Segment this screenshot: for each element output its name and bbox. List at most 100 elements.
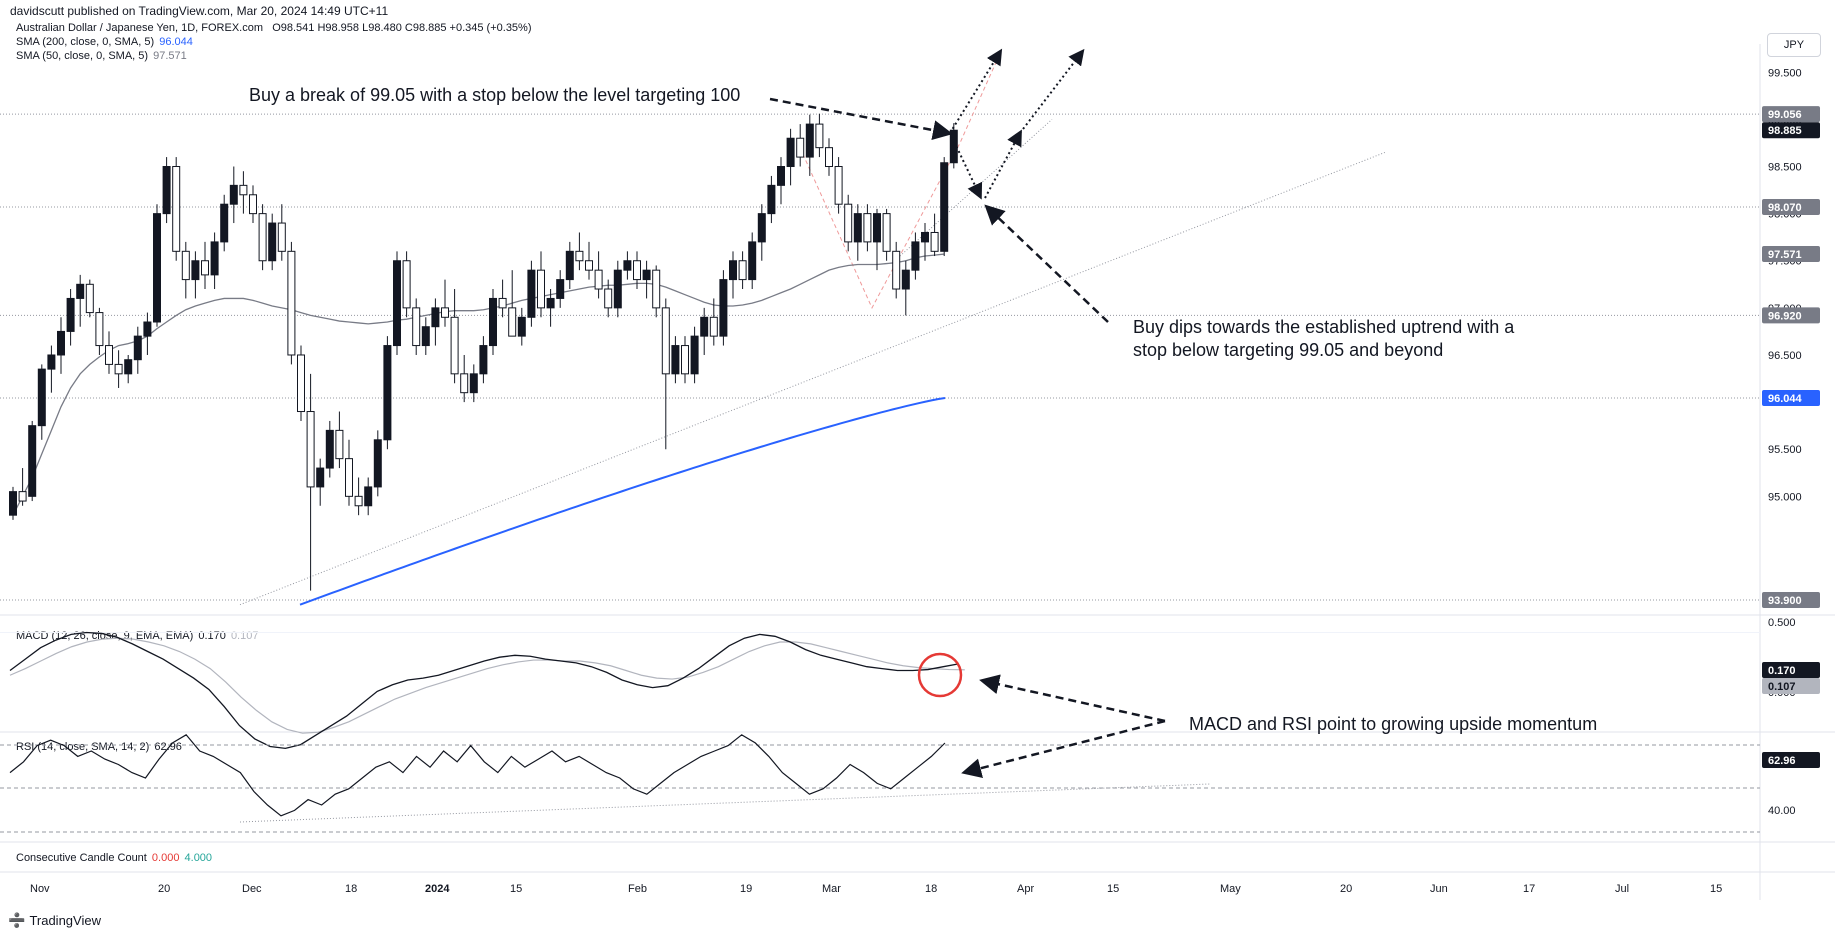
annotation-arrow <box>949 132 983 200</box>
currency-button[interactable]: JPY <box>1767 33 1821 57</box>
time-axis-label: 2024 <box>425 883 450 895</box>
candle-body <box>306 411 315 488</box>
candle-body <box>565 250 574 281</box>
sma200-value: 96.044 <box>159 36 193 48</box>
candle-body <box>719 279 728 337</box>
annotation-dips-2: stop below targeting 99.05 and beyond <box>1133 340 1444 360</box>
candle-body <box>66 297 75 332</box>
sma50-value: 97.571 <box>153 50 187 62</box>
candle-body <box>95 312 104 347</box>
candle-body <box>508 307 517 337</box>
candle-body <box>882 213 891 252</box>
ccc-label: Consecutive Candle Count <box>16 852 147 864</box>
candle-body <box>335 429 344 460</box>
sma50-legend[interactable]: SMA (50, close, 0, SMA, 5) 97.571 <box>16 50 187 62</box>
time-axis-label: 17 <box>1523 883 1535 895</box>
time-axis-label: Jun <box>1430 883 1448 895</box>
candle-body <box>546 297 555 309</box>
candle-body <box>325 429 334 469</box>
red-channel-line <box>799 53 1001 309</box>
rsi-trendline <box>239 783 1211 823</box>
rsi-badge-label: 62.96 <box>1768 755 1796 767</box>
candle-body <box>709 316 718 337</box>
candle-body <box>623 260 632 271</box>
time-axis-label: 15 <box>510 883 522 895</box>
annotation-arrow <box>961 719 1166 778</box>
macd-line <box>9 631 959 750</box>
price-badge-label: 97.571 <box>1768 249 1802 261</box>
signal-badge-label: 0.107 <box>1768 681 1796 693</box>
time-axis-label: Nov <box>30 883 50 895</box>
candle-body <box>373 439 382 488</box>
candle-body <box>940 162 949 252</box>
candle-body <box>757 213 766 243</box>
uptrend-line <box>239 151 1386 606</box>
annotation-momentum: MACD and RSI point to growing upside mom… <box>1189 714 1598 734</box>
annotation-dips-1: Buy dips towards the established uptrend… <box>1133 317 1515 337</box>
candle-body <box>911 241 920 271</box>
candle-body <box>863 213 872 243</box>
candle-body <box>85 283 94 314</box>
time-axis-label: Jul <box>1615 883 1629 895</box>
sma50-label: SMA (50, close, 0, SMA, 5) <box>16 50 149 62</box>
candle-body <box>873 213 881 243</box>
candle-body <box>786 137 795 168</box>
candle-body <box>37 368 46 427</box>
time-axis-label: 18 <box>345 883 357 895</box>
time-axis-label: 15 <box>1107 883 1119 895</box>
tradingview-logo[interactable]: ➗ TradingView <box>8 912 101 929</box>
ccc-value-2: 4.000 <box>184 852 213 864</box>
sma200-label: SMA (200, close, 0, SMA, 5) <box>16 36 155 48</box>
candle-body <box>671 345 680 375</box>
rsi-line <box>9 734 946 817</box>
price-badge <box>1762 106 1820 123</box>
candle-body <box>412 307 421 347</box>
price-tick-label: 98.500 <box>1768 162 1802 174</box>
price-badge <box>1762 246 1820 263</box>
candle-body <box>633 260 641 281</box>
candle-body <box>393 260 401 347</box>
price-badge <box>1762 199 1820 216</box>
macd-badge-label: 0.170 <box>1768 665 1796 677</box>
candle-body <box>105 345 113 365</box>
candle-body <box>114 363 123 375</box>
price-tick-label: 99.500 <box>1768 67 1802 79</box>
candle-body <box>47 354 56 370</box>
annotation-arrow <box>949 48 1003 134</box>
candle-body <box>594 269 603 290</box>
time-axis-label: Mar <box>822 883 841 895</box>
candle-body <box>28 425 37 497</box>
candle-body <box>210 241 219 276</box>
sma50-line <box>12 253 945 516</box>
candle-body <box>681 345 689 375</box>
candle-body <box>479 345 488 375</box>
time-axis-label: Apr <box>1017 883 1034 895</box>
sma200-legend[interactable]: SMA (200, close, 0, SMA, 5) 96.044 <box>16 36 193 48</box>
candle-body <box>796 137 805 158</box>
price-badge-label: 98.885 <box>1768 125 1802 137</box>
annotation-arrow <box>984 204 1109 323</box>
candle-body <box>642 269 651 281</box>
candle-body <box>613 269 622 309</box>
price-badge-label: 98.070 <box>1768 202 1802 214</box>
time-axis-label: May <box>1220 883 1241 895</box>
ccc-legend[interactable]: Consecutive Candle Count 0.000 4.000 <box>16 852 212 864</box>
annotation-arrow <box>769 97 953 141</box>
candle-body <box>345 458 353 497</box>
time-axis-label: Feb <box>628 883 647 895</box>
price-tick-label: 95.000 <box>1768 491 1802 503</box>
candle-body <box>489 297 497 347</box>
candle-body <box>844 203 853 243</box>
rsi-tick-label: 40.00 <box>1768 805 1796 817</box>
price-badge <box>1762 122 1820 139</box>
price-badge <box>1762 389 1820 406</box>
candle-body <box>585 260 593 271</box>
candle-body <box>767 184 776 215</box>
candle-body <box>133 335 142 361</box>
rsi-legend[interactable]: RSI (14, close, SMA, 14, 2) 62.96 <box>16 741 182 753</box>
annotation-arrow <box>979 674 1166 723</box>
candle-body <box>815 123 824 149</box>
sma200-line <box>299 396 946 606</box>
candle-body <box>76 283 85 299</box>
